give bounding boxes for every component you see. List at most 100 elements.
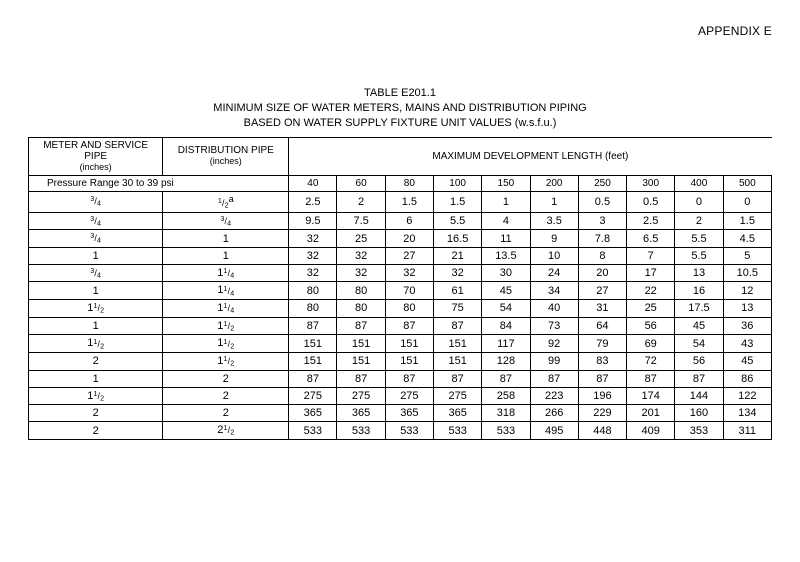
cell-dist: 2 <box>163 405 289 422</box>
hdr-meter: METER AND SERVICE PIPE (inches) <box>29 137 163 175</box>
cell-value: 495 <box>530 422 578 440</box>
cell-value: 533 <box>482 422 530 440</box>
cell-value: 45 <box>482 282 530 300</box>
cell-value: 2.5 <box>627 212 675 230</box>
cell-value: 56 <box>675 352 723 370</box>
cell-value: 275 <box>289 387 337 405</box>
cell-value: 275 <box>337 387 385 405</box>
cell-value: 87 <box>627 370 675 387</box>
cell-value: 87 <box>675 370 723 387</box>
table-title-2: BASED ON WATER SUPPLY FIXTURE UNIT VALUE… <box>28 116 772 131</box>
cell-value: 151 <box>337 352 385 370</box>
cell-value: 87 <box>385 370 433 387</box>
cell-value: 151 <box>337 335 385 353</box>
cell-value: 45 <box>675 317 723 335</box>
cell-value: 25 <box>337 230 385 248</box>
cell-dist: 1/2a <box>163 191 289 212</box>
cell-value: 365 <box>385 405 433 422</box>
cell-value: 31 <box>578 300 626 318</box>
cell-value: 56 <box>627 317 675 335</box>
table-row: 3/43/49.57.565.543.532.521.5 <box>29 212 772 230</box>
cell-dist: 21/2 <box>163 422 289 440</box>
cell-value: 54 <box>482 300 530 318</box>
cell-value: 32 <box>289 264 337 282</box>
hdr-dist: DISTRIBUTION PIPE (inches) <box>163 137 289 175</box>
cell-meter: 2 <box>29 422 163 440</box>
cell-value: 86 <box>723 370 771 387</box>
cell-value: 2 <box>337 191 385 212</box>
hdr-len-200: 200 <box>530 175 578 191</box>
cell-value: 12 <box>723 282 771 300</box>
cell-value: 10.5 <box>723 264 771 282</box>
cell-value: 72 <box>627 352 675 370</box>
cell-value: 151 <box>385 352 433 370</box>
cell-value: 70 <box>385 282 433 300</box>
table-row: 11/211/4808080755440312517.513 <box>29 300 772 318</box>
cell-value: 69 <box>627 335 675 353</box>
cell-dist: 1 <box>163 230 289 248</box>
cell-value: 8 <box>578 247 626 264</box>
table-number: TABLE E201.1 <box>28 86 772 101</box>
cell-value: 151 <box>385 335 433 353</box>
cell-dist: 3/4 <box>163 212 289 230</box>
cell-value: 32 <box>434 264 482 282</box>
cell-value: 27 <box>385 247 433 264</box>
table-row: 3/411/432323232302420171310.5 <box>29 264 772 282</box>
cell-meter: 11/2 <box>29 335 163 353</box>
cell-value: 87 <box>385 317 433 335</box>
cell-value: 7.8 <box>578 230 626 248</box>
pressure-range: Pressure Range 30 to 39 psi <box>29 175 289 191</box>
cell-value: 122 <box>723 387 771 405</box>
cell-value: 151 <box>289 352 337 370</box>
cell-value: 5.5 <box>434 212 482 230</box>
cell-value: 13 <box>723 300 771 318</box>
cell-value: 75 <box>434 300 482 318</box>
cell-value: 144 <box>675 387 723 405</box>
hdr-len-400: 400 <box>675 175 723 191</box>
cell-value: 4.5 <box>723 230 771 248</box>
cell-value: 311 <box>723 422 771 440</box>
cell-value: 1.5 <box>385 191 433 212</box>
cell-value: 24 <box>530 264 578 282</box>
cell-value: 87 <box>530 370 578 387</box>
cell-meter: 3/4 <box>29 264 163 282</box>
cell-value: 5 <box>723 247 771 264</box>
cell-value: 229 <box>578 405 626 422</box>
cell-value: 3.5 <box>530 212 578 230</box>
cell-value: 533 <box>434 422 482 440</box>
cell-value: 174 <box>627 387 675 405</box>
cell-value: 2.5 <box>289 191 337 212</box>
cell-dist: 2 <box>163 370 289 387</box>
cell-value: 196 <box>578 387 626 405</box>
cell-dist: 1 <box>163 247 289 264</box>
cell-value: 79 <box>578 335 626 353</box>
cell-value: 134 <box>723 405 771 422</box>
table-row: 113232272113.510875.55 <box>29 247 772 264</box>
hdr-len-300: 300 <box>627 175 675 191</box>
cell-dist: 11/2 <box>163 317 289 335</box>
cell-value: 54 <box>675 335 723 353</box>
cell-value: 9.5 <box>289 212 337 230</box>
table-row: 11/211/21511511511511179279695443 <box>29 335 772 353</box>
cell-value: 32 <box>337 247 385 264</box>
table-row: 11/22275275275275258223196174144122 <box>29 387 772 405</box>
cell-value: 10 <box>530 247 578 264</box>
cell-meter: 3/4 <box>29 191 163 212</box>
cell-value: 6 <box>385 212 433 230</box>
cell-value: 84 <box>482 317 530 335</box>
table-row: 111/480807061453427221612 <box>29 282 772 300</box>
cell-value: 25 <box>627 300 675 318</box>
cell-value: 365 <box>289 405 337 422</box>
table-row: 3/4132252016.51197.86.55.54.5 <box>29 230 772 248</box>
cell-meter: 1 <box>29 282 163 300</box>
cell-dist: 11/4 <box>163 300 289 318</box>
table-row: 22365365365365318266229201160134 <box>29 405 772 422</box>
cell-value: 87 <box>289 370 337 387</box>
cell-value: 1 <box>482 191 530 212</box>
cell-value: 223 <box>530 387 578 405</box>
cell-value: 201 <box>627 405 675 422</box>
cell-value: 258 <box>482 387 530 405</box>
cell-meter: 3/4 <box>29 212 163 230</box>
cell-value: 2 <box>675 212 723 230</box>
cell-value: 13 <box>675 264 723 282</box>
